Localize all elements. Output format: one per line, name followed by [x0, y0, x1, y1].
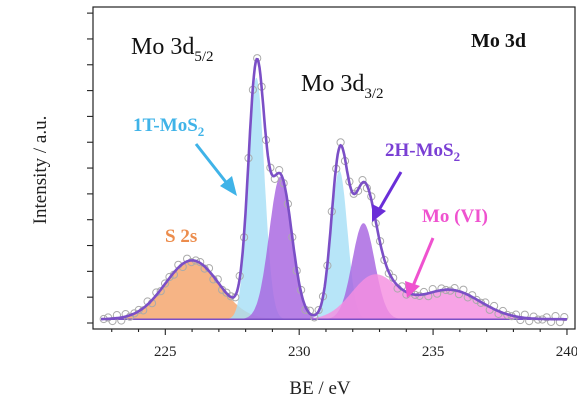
data-point	[450, 284, 459, 293]
label-1t-mos2-main: 1T-MoS	[133, 115, 198, 136]
label-mo3d52-sub: 5/2	[194, 49, 213, 65]
envelope-curve	[101, 57, 567, 321]
data-point	[349, 189, 358, 198]
component-fill-0	[101, 260, 567, 320]
label-mo-vi: Mo (VI)	[422, 206, 488, 227]
data-point	[472, 295, 481, 305]
x-tick-label: 235	[422, 344, 445, 360]
label-mo3d32: Mo 3d3/2	[301, 71, 384, 102]
arrow-2h	[372, 171, 403, 222]
y-axis-label: Intensity / a.u.	[30, 116, 51, 225]
x-tick-label: 240	[556, 344, 577, 360]
label-2h-mos2: 2H-MoS2	[385, 140, 460, 164]
x-tick-label: 230	[288, 344, 311, 360]
arrow-movi	[405, 237, 435, 298]
data-point	[560, 313, 569, 322]
component-fill-3	[101, 274, 567, 320]
label-mo3d32-main: Mo 3d	[301, 71, 364, 97]
data-point	[419, 287, 428, 297]
axis-ticks: 225 230 235 240	[87, 12, 577, 360]
data-point	[161, 279, 170, 288]
data-point	[310, 313, 319, 322]
label-mo3d52-main: Mo 3d	[131, 34, 194, 60]
data-point	[529, 312, 538, 321]
label-2h-mos2-sub: 2	[454, 149, 461, 164]
envelope-line	[101, 57, 567, 321]
x-tick-label: 225	[154, 344, 177, 360]
label-mo3d32-sub: 3/2	[364, 86, 383, 102]
data-point	[165, 272, 174, 282]
data-point	[542, 313, 551, 322]
label-1t-mos2-sub: 2	[198, 124, 205, 139]
data-point	[314, 306, 323, 315]
chart-title: Mo 3d	[471, 30, 526, 52]
label-1t-mos2: 1T-MoS2	[133, 115, 204, 139]
label-2h-mos2-main: 2H-MoS	[385, 140, 454, 161]
label-mo3d52: Mo 3d5/2	[131, 34, 214, 65]
component-fill-1	[101, 77, 567, 320]
arrow-1t	[194, 143, 237, 196]
fitted-components	[101, 77, 567, 321]
x-axis-label: BE / eV	[289, 378, 350, 399]
label-s2s: S 2s	[165, 226, 197, 247]
